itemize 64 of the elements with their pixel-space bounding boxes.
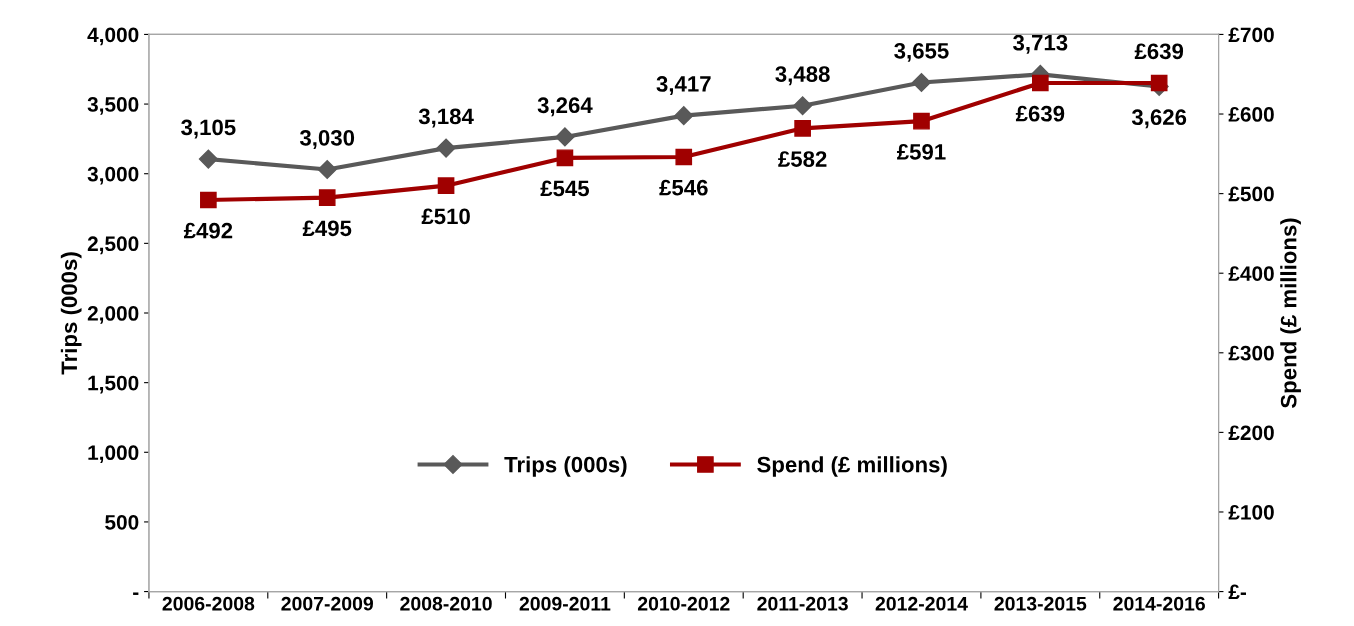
x-tick-label: 2009-2011 [519,596,611,611]
y2-axis-title: Spend (£ millions) [1280,218,1301,409]
x-tick-label: 2006-2008 [162,596,255,611]
point [200,191,217,209]
point [1031,74,1049,92]
data-label: £545 [540,180,590,197]
y-tick-label: - [133,592,139,595]
data-label: £546 [659,179,708,196]
y-axis-title: Trips (000s) [60,252,82,375]
point [436,138,456,158]
y2-tick-label: £600 [1228,107,1274,122]
x-tick-label: 2013-2015 [994,596,1087,611]
data-label: 3,105 [181,119,236,139]
data-label: 3,184 [418,108,474,128]
point [674,106,694,126]
data-label: £582 [778,151,827,167]
legend-label: Spend (£ millions) [757,456,947,477]
data-label: £495 [302,220,352,237]
data-label: £639 [1134,43,1184,60]
data-label: £591 [896,143,946,160]
y-tick-label: 4,000 [87,27,139,46]
data-label: 3,626 [1131,109,1187,129]
point [437,177,455,194]
point [556,149,574,167]
legend-label: Trips (000s) [504,456,627,477]
y2-tick-label: £700 [1228,27,1274,43]
y2-tick-label: £400 [1228,266,1274,281]
point [793,96,813,116]
x-tick-label: 2014-2016 [1113,596,1205,611]
y-tick-label: 1,500 [88,375,139,394]
y-tick-label: 1,000 [88,445,139,464]
data-label: £510 [421,208,470,225]
point [318,189,336,206]
point [794,120,811,137]
y2-tick-label: £300 [1228,345,1274,361]
x-tick-label: 2008-2010 [400,596,492,611]
x-tick-label: 2007-2009 [281,596,373,611]
y2-tick-label: £200 [1228,425,1274,441]
data-label: £639 [1015,105,1065,122]
y2-tick-label: £500 [1228,186,1274,202]
data-label: 3,030 [299,129,355,149]
y-tick-label: 3,000 [87,166,139,185]
point [913,112,930,130]
y-tick-label: 2,500 [87,236,139,255]
data-label: 3,655 [894,42,949,62]
point [317,160,337,180]
x-tick-label: 2010-2012 [637,596,730,611]
data-label: 3,417 [656,76,711,96]
data-label: £492 [183,222,233,239]
y2-tick-label: £- [1228,584,1247,600]
y-tick-label: 3,500 [87,97,139,115]
y2-tick-label: £100 [1228,504,1274,520]
point [198,149,218,169]
data-label: 3,713 [1013,34,1068,54]
y-tick-label: 500 [105,514,139,530]
data-label: 3,488 [775,66,830,86]
x-tick-label: 2012-2014 [875,596,968,611]
point [1150,74,1168,92]
point [911,72,932,93]
point [675,148,693,166]
x-tick-label: 2011-2013 [757,596,848,611]
y-tick-label: 2,000 [87,306,139,324]
point [555,127,575,147]
data-label: 3,264 [537,97,593,117]
